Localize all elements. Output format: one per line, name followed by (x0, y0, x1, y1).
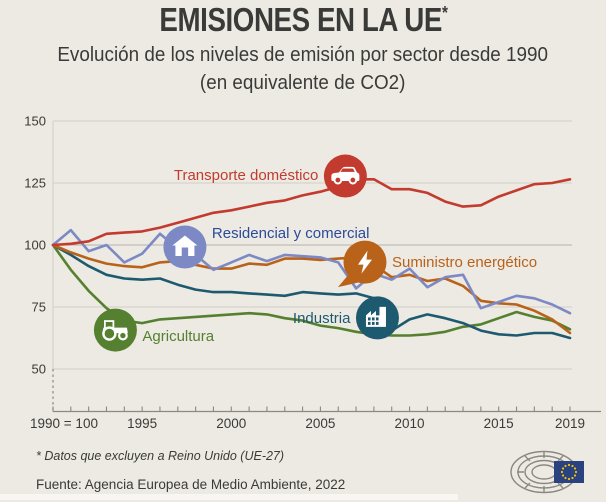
tractor-icon (93, 308, 137, 352)
factory-icon (355, 296, 399, 340)
hemicycle-icon (510, 450, 578, 494)
y-tick-label-100: 100 (24, 238, 46, 253)
series-line-car-icon (51, 178, 572, 247)
house-icon (163, 225, 207, 269)
x-tick-label-2000: 2000 (216, 416, 246, 431)
series-line-lightning-icon (51, 243, 572, 335)
y-tick-label-125: 125 (24, 176, 46, 191)
x-tick-label-1995: 1995 (127, 416, 157, 431)
emissions-line-chart: 150 125 100 75 50 1990 = 100 1995 2000 2005 2010 2… (24, 114, 601, 431)
page-title: EMISIONES EN LA UE* (0, 1, 606, 39)
eu-flag (554, 461, 584, 483)
y-tick-label-50: 50 (32, 362, 46, 377)
european-parliament-logo (508, 447, 590, 502)
x-baseline-label: 1990 = 100 (30, 416, 98, 431)
car-icon (323, 154, 367, 198)
title-asterisk: * (441, 3, 448, 23)
series-label-lightning-icon: Suministro energético (392, 254, 537, 271)
source-credit: Fuente: Agencia Europea de Medio Ambient… (36, 477, 346, 492)
subtitle-line-2: (en equivalente de CO2) (200, 71, 406, 94)
y-tick-label-150: 150 (24, 114, 46, 129)
x-tick-label-2005: 2005 (305, 416, 335, 431)
y-tick-label-75: 75 (32, 300, 46, 315)
lightning-icon (343, 240, 387, 284)
series-label-factory-icon: Industria (293, 310, 351, 327)
x-tick-label-2019: 2019 (555, 416, 585, 431)
title-text: EMISIONES EN LA UE (158, 1, 442, 38)
series-line-tractor-icon (51, 243, 572, 337)
subtitle-line-1: Evolución de los niveles de emisión por … (57, 43, 549, 66)
series-label-car-icon: Transporte doméstico (174, 167, 319, 184)
series-line-factory-icon (51, 243, 572, 340)
series-line-house-icon (51, 228, 572, 315)
series-label-tractor-icon: Agricultura (142, 328, 214, 345)
series-label-house-icon: Residencial y comercial (212, 225, 370, 242)
x-tick-label-2010: 2010 (395, 416, 425, 431)
lightning-icon-tail (337, 274, 360, 288)
footnote: * Datos que excluyen a Reino Unido (UE-2… (36, 449, 285, 463)
x-tick-label-2015: 2015 (484, 416, 514, 431)
bottom-strip (0, 494, 458, 500)
